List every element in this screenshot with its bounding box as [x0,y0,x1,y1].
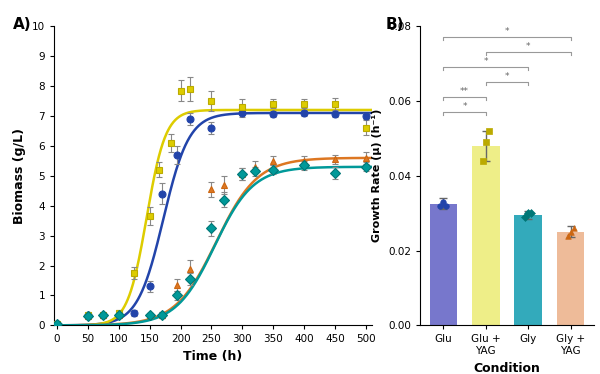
Bar [557,232,584,325]
X-axis label: Time (h): Time (h) [184,350,242,363]
Point [566,229,575,235]
Point [563,233,572,239]
Point [442,203,451,209]
Point [523,210,533,216]
Text: *: * [505,27,509,36]
Point [569,225,578,231]
Point [484,128,494,134]
Text: B): B) [385,17,404,32]
Point [436,203,445,209]
Point [478,158,488,164]
Text: **: ** [460,87,469,96]
Y-axis label: Biomass (g/L): Biomass (g/L) [13,128,26,224]
Y-axis label: Growth Rate (μ) (h⁻¹): Growth Rate (μ) (h⁻¹) [373,109,382,242]
Bar [514,215,542,325]
Point [481,139,491,145]
Point [526,210,536,216]
Bar [430,204,457,325]
Text: A): A) [13,17,31,32]
Text: *: * [505,72,509,81]
Text: *: * [526,42,530,51]
X-axis label: Condition: Condition [473,362,541,374]
Text: *: * [484,57,488,66]
Bar [472,146,500,325]
Point [439,199,448,205]
Point [520,214,530,220]
Text: *: * [463,102,467,111]
